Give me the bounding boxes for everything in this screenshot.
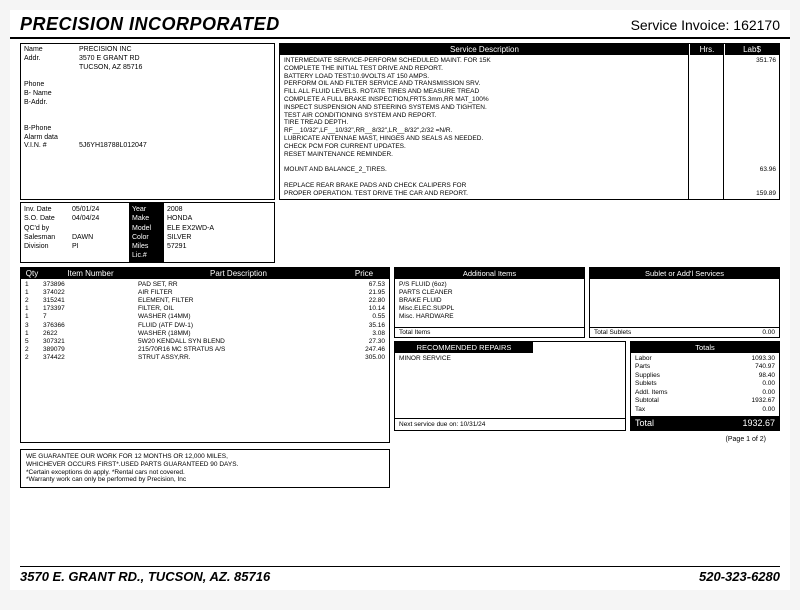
service-description-box: Service Description Hrs. Lab$ INTERMEDIA…	[279, 43, 780, 200]
svc-hd-desc: Service Description	[280, 44, 689, 55]
guarantee-box: WE GUARANTEE OUR WORK FOR 12 MONTHS OR 1…	[20, 449, 390, 488]
parts-row: 17WASHER (14MM)0.55	[21, 313, 389, 321]
invoice-sheet: PRECISION INCORPORATED Service Invoice: …	[10, 10, 790, 590]
header: PRECISION INCORPORATED Service Invoice: …	[10, 10, 790, 39]
service-hours	[689, 55, 724, 199]
svc-hd-lab: Lab$	[724, 44, 779, 55]
totals-row: Labor1093.30	[631, 355, 779, 363]
parts-row: 12622WASHER (18MM)3.08	[21, 330, 389, 338]
metadata-box: Inv. Date S.O. Date QC'd by Salesman Div…	[20, 202, 275, 263]
company-name: PRECISION INCORPORATED	[20, 14, 280, 35]
totals-row: Parts740.97	[631, 363, 779, 371]
customer-values: PRECISION INC 3570 E GRANT RD TUCSON, AZ…	[76, 44, 274, 199]
sublet-services-box: Sublet or Add'l Services Total Sublets0.…	[589, 267, 780, 338]
page-info: (Page 1 of 2)	[394, 434, 780, 443]
additional-items-box: Additional Items P/S FLUID (6oz) PARTS C…	[394, 267, 585, 338]
parts-row: 1374022AIR FILTER21.95	[21, 289, 389, 297]
parts-row: 3376366FLUID (ATF DW-1)35.16	[21, 322, 389, 330]
parts-row: 2389079215/70R16 MC STRATUS A/S247.46	[21, 346, 389, 354]
service-description: INTERMEDIATE SERVICE-PERFORM SCHEDULED M…	[280, 55, 689, 199]
totals-row: Subtotal1932.67	[631, 397, 779, 405]
totals-box: Totals Labor1093.30Parts740.97Supplies98…	[630, 341, 780, 431]
parts-row: 2374422STRUT ASSY,RR.305.00	[21, 354, 389, 362]
customer-box: Name Addr. Phone B- Name B-Addr. B-Phone…	[20, 43, 275, 200]
footer: 3570 E. GRANT RD., TUCSON, AZ. 85716 520…	[20, 566, 780, 584]
invoice-number: Service Invoice: 162170	[631, 17, 780, 33]
parts-row: 1373896PAD SET, RR67.53	[21, 281, 389, 289]
service-labor: 351.76 63.96 159.89	[724, 55, 779, 199]
totals-row: Tax0.00	[631, 406, 779, 414]
parts-row: 1173397FILTER, OIL10.14	[21, 305, 389, 313]
parts-table: Qty Item Number Part Description Price 1…	[20, 267, 390, 443]
recommended-repairs-box: RECOMMENDED REPAIRS MINOR SERVICE Next s…	[394, 341, 626, 431]
totals-row: Supplies98.40	[631, 372, 779, 380]
svc-hd-hrs: Hrs.	[689, 44, 724, 55]
parts-row: 53073215W20 KENDALL SYN BLEND27.30	[21, 338, 389, 346]
customer-labels: Name Addr. Phone B- Name B-Addr. B-Phone…	[21, 44, 76, 199]
totals-row: Addl. Items0.00	[631, 389, 779, 397]
parts-row: 2315241ELEMENT, FILTER22.80	[21, 297, 389, 305]
totals-row: Sublets0.00	[631, 380, 779, 388]
